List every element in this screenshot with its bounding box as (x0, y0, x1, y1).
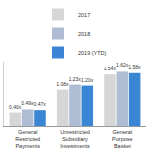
svg-text:2019 (YTD): 2019 (YTD) (78, 50, 107, 56)
svg-text:1.62x: 1.62x (116, 62, 129, 68)
svg-text:2018: 2018 (78, 31, 90, 37)
svg-text:2017: 2017 (78, 12, 90, 18)
svg-text:1.08x: 1.08x (56, 81, 69, 87)
svg-text:UnrestrictedSubsidiaryInvestme: UnrestrictedSubsidiaryInvestments (60, 129, 90, 149)
svg-text:GeneralRestrictedPayments: GeneralRestrictedPayments (15, 129, 40, 149)
svg-text:1.58x: 1.58x (128, 64, 141, 70)
svg-text:GeneralPurposeBasket: GeneralPurposeBasket (112, 129, 133, 149)
svg-text:1.54x: 1.54x (103, 65, 116, 72)
svg-text:0.49x: 0.49x (21, 100, 34, 106)
svg-text:0.40x: 0.40x (9, 104, 22, 110)
svg-text:1.20x: 1.20x (81, 77, 94, 83)
svg-text:1.23x: 1.23x (69, 76, 82, 82)
svg-text:0.47x: 0.47x (34, 101, 47, 107)
